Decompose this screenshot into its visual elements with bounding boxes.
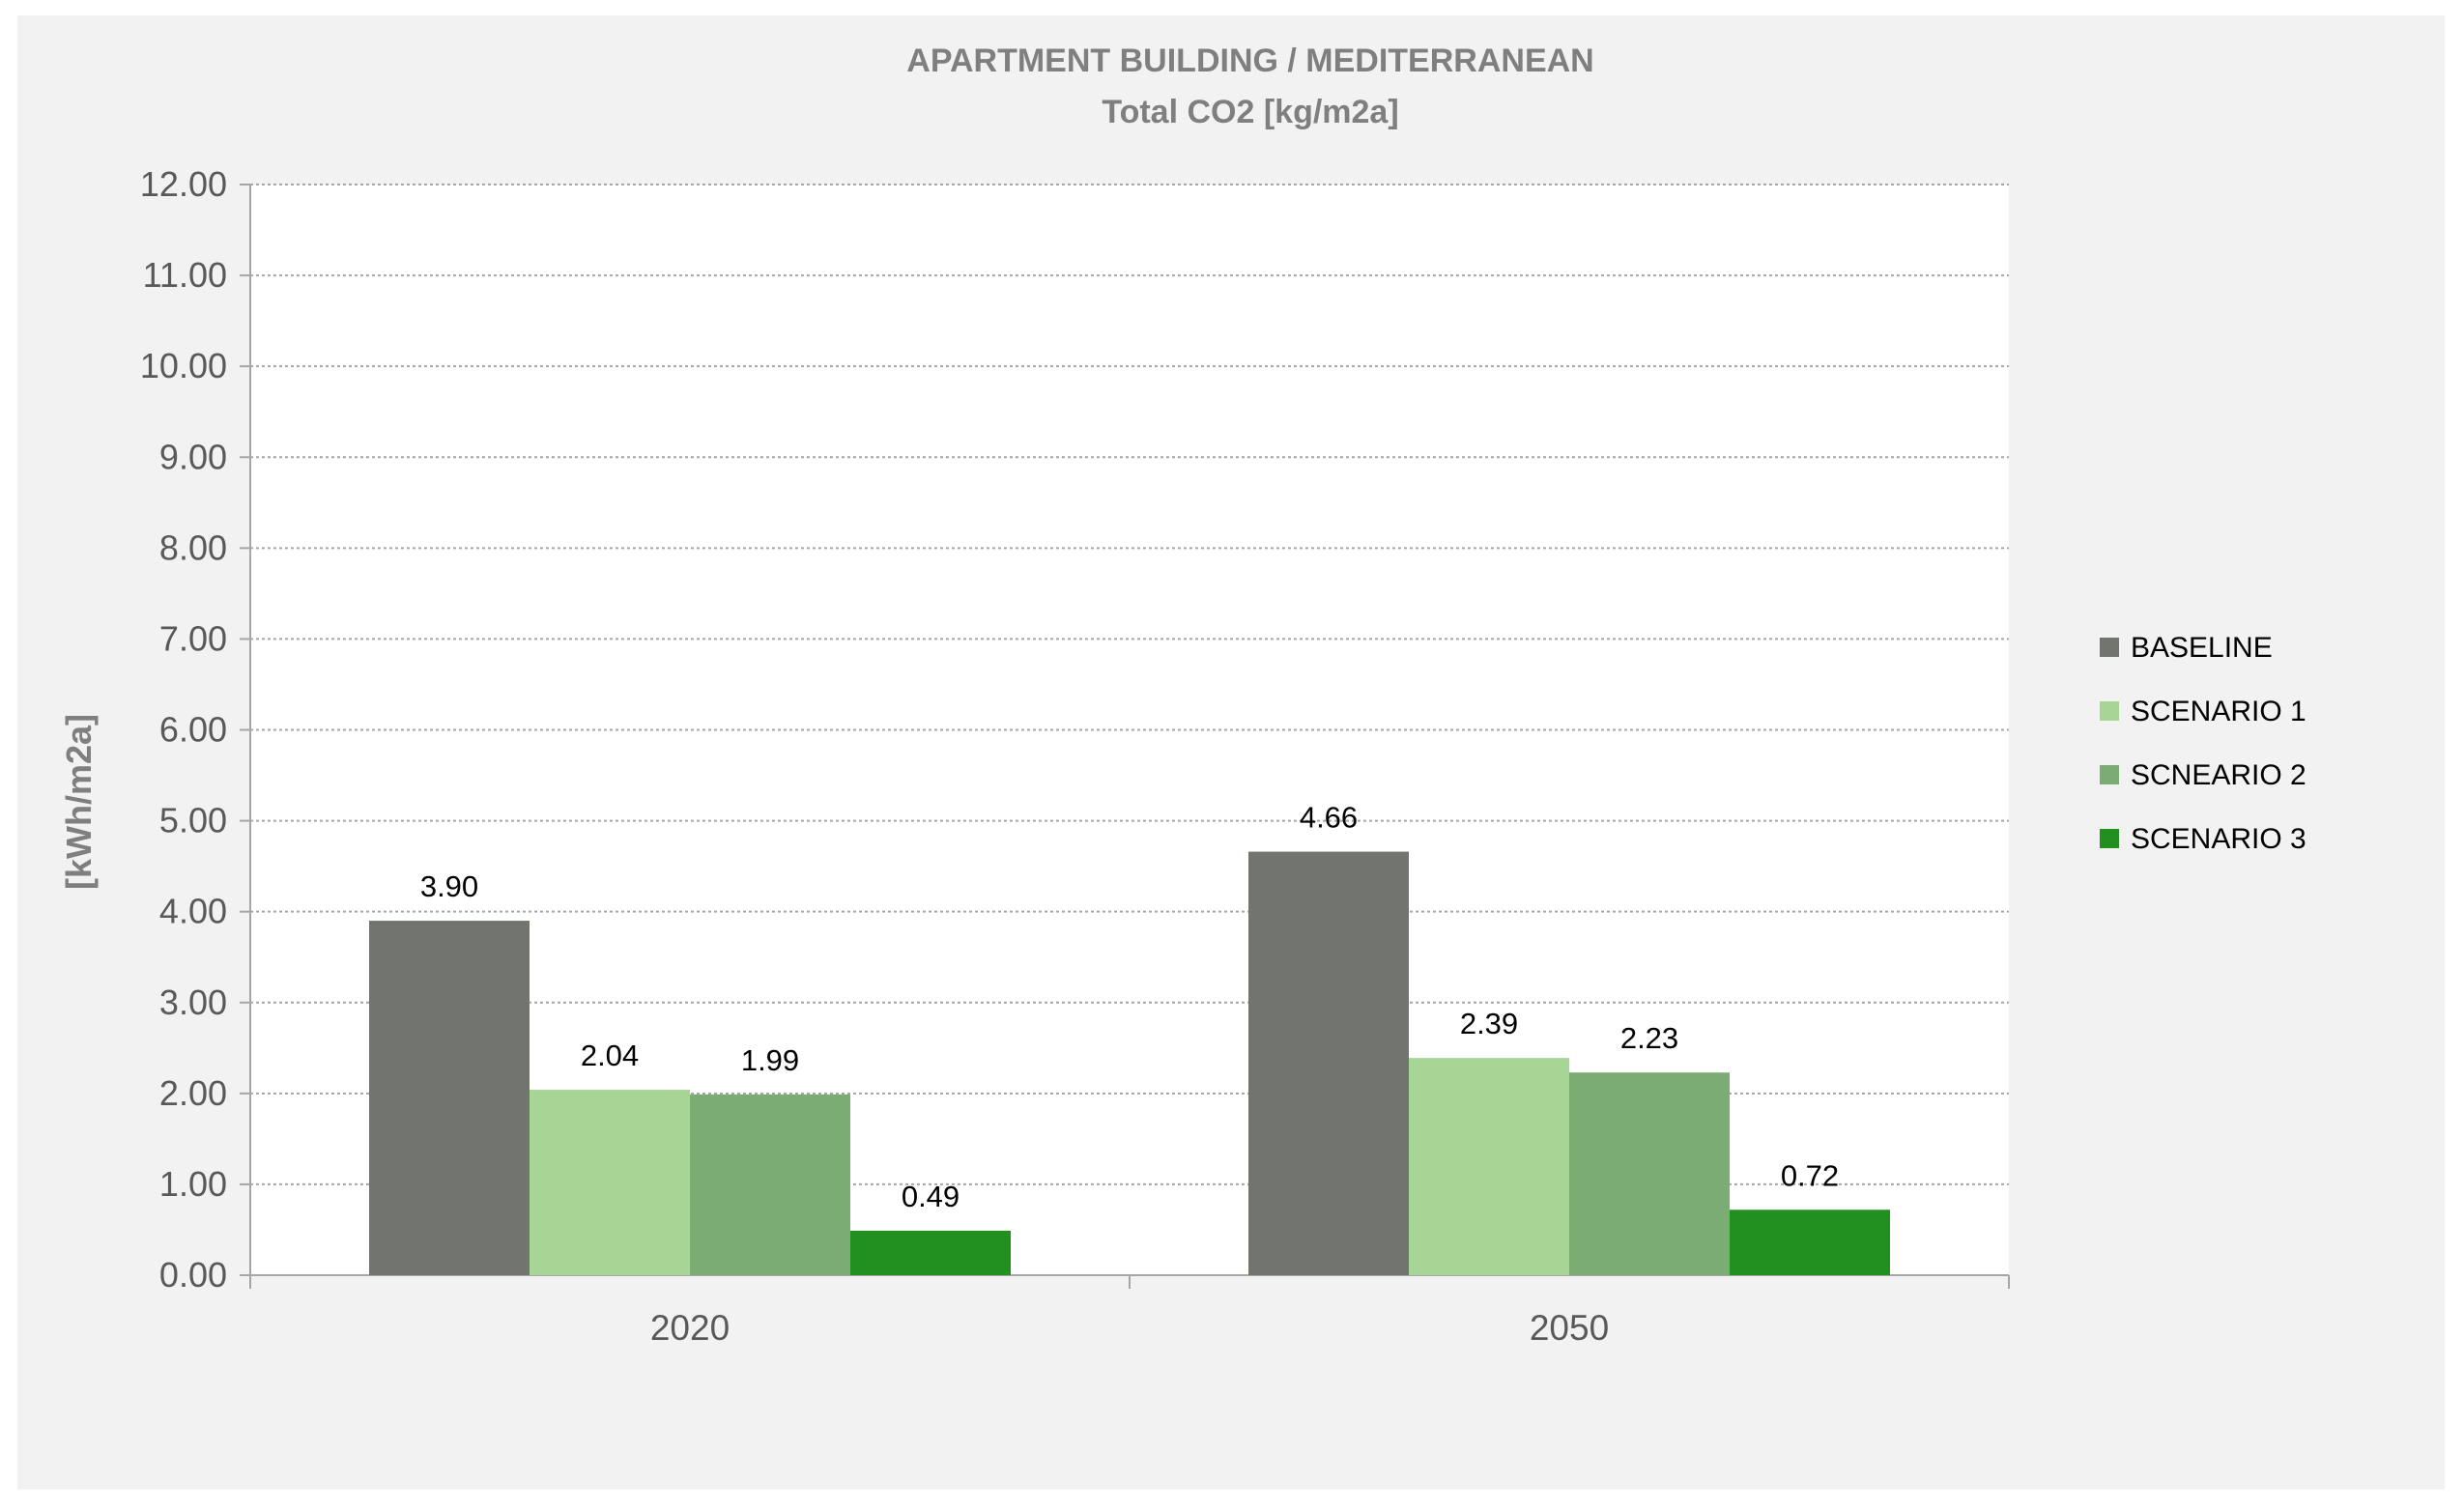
data-label: 0.72 bbox=[1781, 1158, 1839, 1192]
data-label: 0.49 bbox=[902, 1180, 960, 1213]
axes: 0.00 1.00 2.00 3.00 4.00 5.00 6.00 7.00 8.00 9.00… bbox=[140, 164, 2010, 1348]
data-label: 2.04 bbox=[581, 1039, 639, 1072]
legend-label: SCENARIO 1 bbox=[2131, 696, 2306, 727]
y-tick-label: 11.00 bbox=[143, 255, 227, 295]
bar-scneario-2-2020 bbox=[690, 1094, 850, 1275]
legend-label: SCENARIO 3 bbox=[2131, 823, 2306, 855]
legend-swatch bbox=[2100, 701, 2119, 721]
legend-label: BASELINE bbox=[2131, 632, 2273, 664]
legend-swatch bbox=[2100, 638, 2119, 657]
y-tick-label: 7.00 bbox=[159, 618, 227, 658]
bar-scenario-1-2020 bbox=[530, 1090, 690, 1275]
data-label: 2.23 bbox=[1620, 1021, 1678, 1055]
y-tick-label: 6.00 bbox=[159, 710, 227, 750]
data-label: 3.90 bbox=[420, 869, 478, 903]
data-label: 2.39 bbox=[1460, 1007, 1518, 1040]
y-tick-label: 3.00 bbox=[159, 982, 227, 1022]
y-tick-label: 8.00 bbox=[159, 527, 227, 567]
chart-subtitle: Total CO2 [kg/m2a] bbox=[1102, 94, 1398, 130]
y-tick-label: 1.00 bbox=[159, 1164, 227, 1204]
data-labels: 3.90 2.04 1.99 0.49 4.66 2.39 2.23 0.72 bbox=[420, 801, 1839, 1213]
x-category-label: 2050 bbox=[1530, 1308, 1609, 1348]
bar-scenario-3-2020 bbox=[850, 1230, 1011, 1275]
bar-scneario-2-2050 bbox=[1569, 1072, 1730, 1275]
bar-chart: APARTMENT BUILDING / MEDITERRANEAN Total… bbox=[59, 43, 2306, 1348]
y-tick-label: 0.00 bbox=[159, 1255, 227, 1295]
y-tick-label: 4.00 bbox=[159, 892, 227, 931]
bar-baseline-2020 bbox=[369, 921, 530, 1275]
legend-swatch bbox=[2100, 829, 2119, 848]
x-category-label: 2020 bbox=[650, 1308, 730, 1348]
y-tick-label: 12.00 bbox=[140, 164, 227, 204]
bar-scenario-1-2050 bbox=[1409, 1058, 1569, 1275]
legend: BASELINE SCENARIO 1 SCNEARIO 2 SCENARIO 3 bbox=[2100, 632, 2306, 855]
bar-scenario-3-2050 bbox=[1730, 1210, 1890, 1275]
y-tick-label: 5.00 bbox=[159, 801, 227, 840]
legend-label: SCNEARIO 2 bbox=[2131, 759, 2306, 791]
legend-swatch bbox=[2100, 765, 2119, 784]
bars bbox=[369, 851, 1890, 1275]
y-tick-label: 10.00 bbox=[140, 346, 227, 385]
data-label: 4.66 bbox=[1300, 801, 1358, 835]
chart-area: APARTMENT BUILDING / MEDITERRANEAN Total… bbox=[17, 15, 2445, 1490]
chart-title: APARTMENT BUILDING / MEDITERRANEAN bbox=[906, 43, 1593, 79]
y-tick-label: 9.00 bbox=[159, 437, 227, 476]
bar-baseline-2050 bbox=[1248, 851, 1409, 1275]
y-tick-label: 2.00 bbox=[159, 1073, 227, 1113]
y-axis-label: [kWh/m2a] bbox=[59, 714, 99, 890]
data-label: 1.99 bbox=[741, 1043, 799, 1077]
